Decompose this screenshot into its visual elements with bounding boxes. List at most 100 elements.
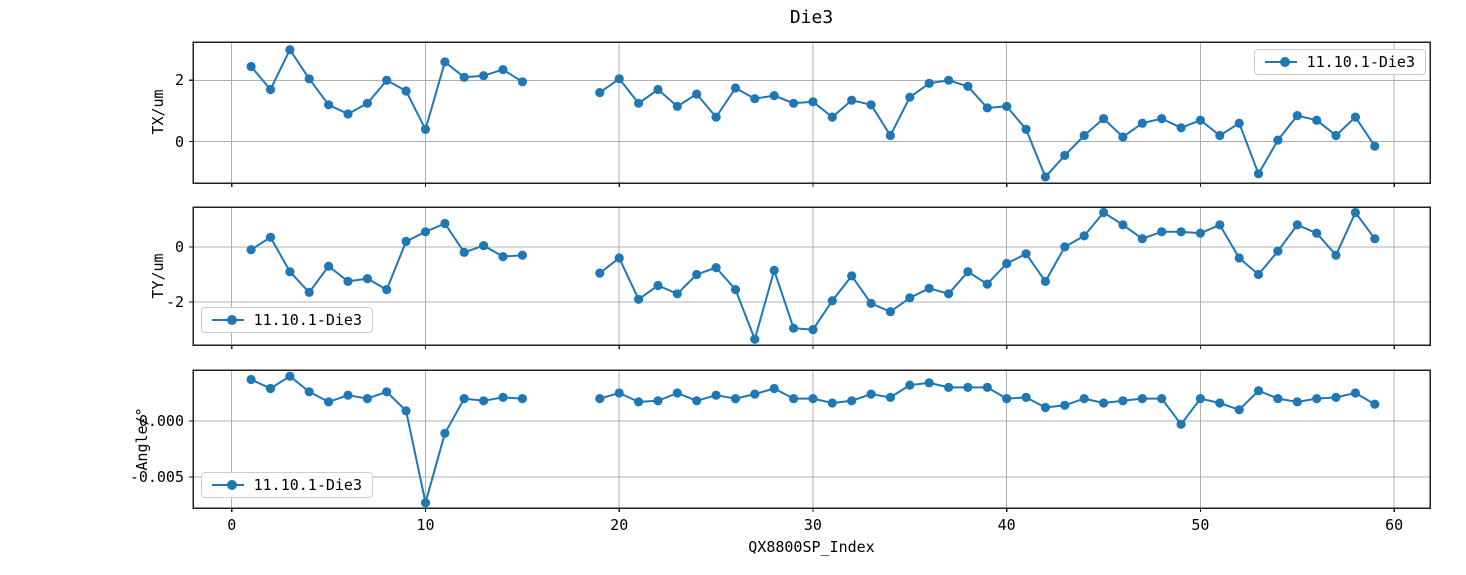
data-point-marker	[343, 390, 353, 400]
data-point-marker	[924, 378, 934, 388]
data-point-marker	[420, 124, 431, 134]
data-point-marker	[963, 382, 973, 392]
data-point-marker	[1176, 419, 1186, 429]
data-point-marker	[498, 252, 508, 262]
data-point-marker	[730, 83, 741, 93]
data-point-marker	[692, 396, 702, 406]
legend-label: 11.10.1-Die3	[253, 311, 362, 329]
data-point-marker	[711, 390, 721, 400]
data-point-marker	[1002, 258, 1012, 269]
data-point-marker	[420, 227, 431, 237]
x-tick-label: 50	[1191, 516, 1210, 534]
data-point-marker	[401, 406, 411, 416]
data-point-marker	[440, 428, 450, 438]
data-point-marker	[1195, 228, 1205, 238]
data-point-marker	[1370, 399, 1380, 409]
data-point-marker	[944, 75, 954, 85]
y-axis-label-angle: Angle/°	[133, 407, 151, 471]
data-point-marker	[420, 498, 431, 508]
data-point-marker	[517, 250, 528, 260]
data-point-marker	[1079, 130, 1089, 141]
x-tick-label: 10	[416, 516, 435, 534]
data-point-marker	[324, 100, 334, 110]
data-point-marker	[808, 325, 818, 335]
x-tick-label: 60	[1385, 516, 1404, 534]
data-point-marker	[498, 392, 508, 402]
axes-spines	[192, 41, 1431, 184]
data-point-marker	[653, 396, 663, 406]
data-point-marker	[1021, 249, 1031, 259]
data-point-marker	[866, 298, 876, 308]
data-point-marker	[1292, 111, 1302, 121]
data-point-marker	[1350, 207, 1360, 218]
data-point-marker	[692, 89, 702, 99]
data-point-marker	[246, 374, 256, 385]
data-point-marker	[789, 323, 799, 333]
data-point-marker	[614, 253, 624, 263]
data-point-marker	[324, 397, 334, 407]
data-point-marker	[1273, 135, 1283, 145]
data-point-marker	[285, 267, 295, 277]
data-point-marker	[1234, 405, 1244, 415]
data-point-marker	[1253, 169, 1264, 179]
data-point-marker	[1273, 394, 1283, 404]
legend-label: 11.10.1-Die3	[1306, 53, 1415, 71]
data-point-marker	[1312, 228, 1322, 238]
data-point-marker	[944, 382, 954, 392]
data-point-marker	[1060, 150, 1070, 160]
data-point-marker	[1099, 398, 1109, 408]
data-point-marker	[905, 380, 915, 390]
legend-line-marker-icon	[212, 480, 244, 490]
data-point-marker	[285, 371, 295, 381]
data-point-marker	[982, 382, 992, 392]
x-tick-label: 40	[997, 516, 1016, 534]
data-point-marker	[459, 247, 469, 257]
data-point-marker	[1040, 402, 1050, 413]
data-point-marker	[1099, 207, 1109, 218]
data-point-marker	[1234, 253, 1244, 263]
data-point-marker	[382, 285, 392, 295]
data-point-marker	[265, 232, 276, 242]
data-point-marker	[1118, 132, 1128, 142]
data-point-marker	[285, 45, 295, 55]
data-point-marker	[1157, 394, 1167, 404]
data-point-marker	[963, 267, 973, 277]
data-point-marker	[789, 98, 799, 108]
y-tick-label: 0	[174, 237, 184, 256]
data-point-marker	[905, 293, 915, 303]
data-point-marker	[246, 61, 256, 72]
data-point-marker	[1040, 172, 1050, 182]
data-point-marker	[963, 81, 973, 91]
data-point-marker	[711, 263, 721, 273]
data-point-marker	[982, 279, 992, 289]
data-point-marker	[808, 97, 818, 107]
data-point-marker	[885, 307, 896, 317]
data-point-marker	[885, 392, 896, 402]
data-point-marker	[362, 394, 372, 404]
data-point-marker	[847, 271, 857, 281]
data-point-marker	[769, 265, 779, 275]
data-point-marker	[382, 387, 392, 397]
data-point-marker	[265, 84, 276, 95]
figure-title: Die3	[789, 7, 834, 28]
data-point-marker	[1195, 115, 1205, 125]
data-point-marker	[866, 100, 876, 110]
data-point-marker	[304, 287, 314, 297]
data-point-marker	[1118, 396, 1128, 406]
data-point-marker	[1002, 101, 1012, 111]
data-point-marker	[827, 296, 837, 306]
data-point-marker	[479, 71, 489, 81]
data-point-marker	[750, 334, 760, 344]
data-point-marker	[1137, 394, 1147, 404]
legend-label: 11.10.1-Die3	[253, 476, 362, 494]
data-point-marker	[866, 389, 876, 399]
data-point-marker	[1292, 220, 1302, 230]
data-point-marker	[1060, 400, 1070, 410]
data-point-marker	[1157, 114, 1167, 124]
data-point-marker	[672, 289, 682, 299]
data-point-marker	[1331, 250, 1341, 260]
data-point-marker	[769, 383, 779, 394]
data-point-marker	[1060, 242, 1070, 252]
data-point-marker	[440, 218, 450, 229]
